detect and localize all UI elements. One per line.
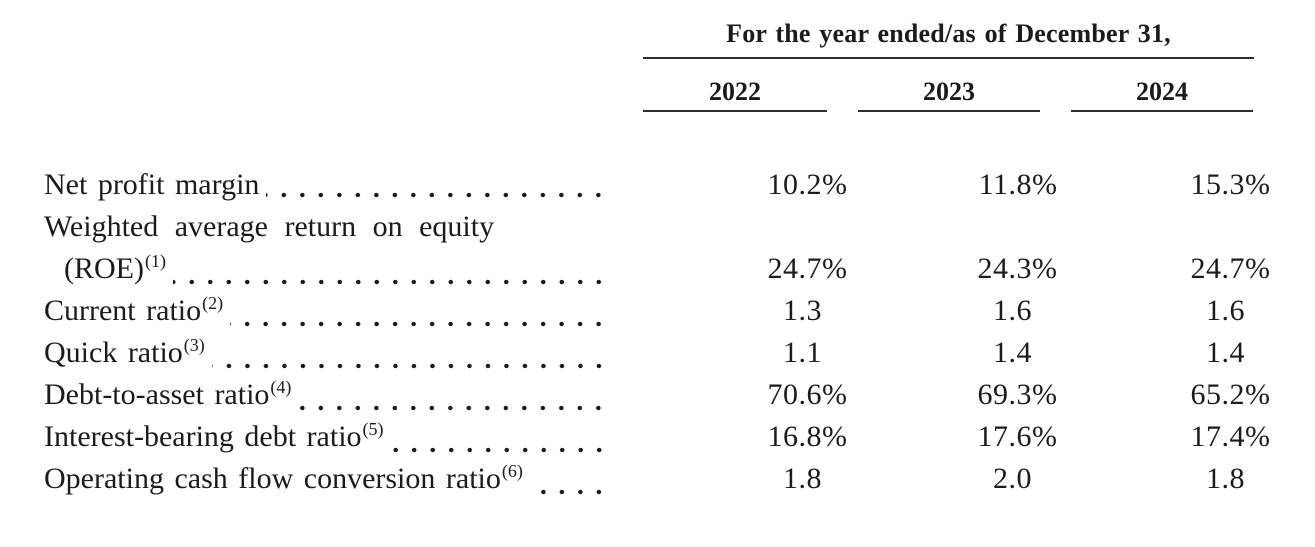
value-cell-2023: 24.3% (845, 248, 1058, 290)
dot-leader (230, 290, 610, 335)
table-body: Net profit margin 10.2% 11.8% 15.3% Weig… (0, 164, 1315, 503)
value-number: 24.3 (977, 252, 1032, 285)
value-number: 24.7 (1190, 252, 1245, 285)
row-label: Current ratio (44, 294, 202, 327)
row-label-cell: Net profit margin (44, 164, 612, 206)
row-label: Interest-bearing debt ratio (44, 420, 362, 453)
value-cell-2023: 2.0 (845, 458, 1055, 500)
table-row-operating-cash-flow-conversion-ratio: Operating cash flow conversion ratio (6)… (0, 458, 1315, 503)
dot-leader (390, 416, 610, 461)
percent-sign: % (1245, 252, 1270, 285)
value-cell-2024: 65.2% (1055, 374, 1271, 416)
value-number: 1.6 (993, 294, 1032, 327)
percent-sign: % (822, 420, 847, 453)
value-number: 1.3 (783, 294, 822, 327)
value-cell-2022: 70.6% (612, 374, 848, 416)
row-label-cell: Quick ratio (3) (44, 332, 612, 377)
percent-sign: % (1032, 420, 1057, 453)
value-cell-2023: 17.6% (845, 416, 1058, 458)
table-row-weighted-average-roe: Weighted average return on equity (ROE) … (0, 206, 1315, 293)
row-label-cell: (ROE) (1) (44, 248, 612, 293)
table-header-title: For the year ended/as of December 31, (726, 19, 1171, 48)
value-number: 11.8 (978, 168, 1032, 201)
dot-leader (266, 164, 610, 206)
value-number: 69.3 (977, 378, 1032, 411)
value-number: 15.3 (1190, 168, 1245, 201)
footnote-superscript: (4) (270, 377, 292, 397)
value-number: 2.0 (993, 462, 1032, 495)
percent-sign: % (1032, 168, 1057, 201)
value-cell-2024: 24.7% (1055, 248, 1271, 290)
value-cell-2024: 17.4% (1055, 416, 1271, 458)
percent-sign: % (1245, 168, 1270, 201)
percent-sign: % (822, 168, 847, 201)
value-cell-2024: 1.6 (1055, 290, 1268, 332)
table-row-net-profit-margin: Net profit margin 10.2% 11.8% 15.3% (0, 164, 1315, 206)
percent-sign: % (822, 378, 847, 411)
value-number: 1.1 (783, 336, 822, 369)
column-header-2022: 2022 (643, 76, 827, 112)
percent-sign: % (1032, 378, 1057, 411)
row-label: (ROE) (64, 252, 144, 285)
row-label: Net profit margin (44, 168, 260, 201)
footnote-superscript: (6) (501, 461, 523, 481)
footnote-superscript: (2) (202, 293, 224, 313)
value-cell-2022: 1.3 (612, 290, 845, 332)
row-label-cell: Current ratio (2) (44, 290, 612, 335)
value-number: 1.6 (1206, 294, 1245, 327)
value-number: 17.6 (977, 420, 1032, 453)
row-label-cell: Interest-bearing debt ratio (5) (44, 416, 612, 461)
value-cell-2024: 1.8 (1055, 458, 1268, 500)
value-number: 24.7 (767, 252, 822, 285)
value-number: 17.4 (1190, 420, 1245, 453)
value-cell-2022: 1.8 (612, 458, 845, 500)
row-label: Quick ratio (44, 336, 183, 369)
value-cell-2024: 1.4 (1055, 332, 1268, 374)
footnote-superscript: (3) (183, 335, 205, 355)
percent-sign: % (822, 252, 847, 285)
value-cell-2022: 1.1 (612, 332, 845, 374)
value-cell-2022: 10.2% (612, 164, 848, 206)
value-cell-2023: 69.3% (845, 374, 1058, 416)
value-cell-2024: 15.3% (1055, 164, 1271, 206)
row-label-cell: Debt-to-asset ratio (4) (44, 374, 612, 419)
value-cell-2023: 11.8% (845, 164, 1057, 206)
value-cell-2023: 1.4 (845, 332, 1055, 374)
dot-leader (172, 248, 610, 293)
value-number: 1.8 (1206, 462, 1245, 495)
column-header-2023: 2023 (858, 76, 1040, 112)
footnote-superscript: (5) (362, 419, 384, 439)
row-label-wrap-line: Weighted average return on equity (44, 210, 495, 243)
table-row-quick-ratio: Quick ratio (3) 1.1 1.4 1.4 (0, 332, 1315, 377)
value-cell-2022: 24.7% (612, 248, 848, 290)
percent-sign: % (1032, 252, 1057, 285)
value-number: 16.8 (767, 420, 822, 453)
value-number: 1.4 (1206, 336, 1245, 369)
value-cell-2022: 16.8% (612, 416, 848, 458)
percent-sign: % (1245, 420, 1270, 453)
dot-leader (298, 374, 610, 419)
header-rule-divider (643, 57, 1254, 59)
dot-leader (529, 458, 610, 503)
percent-sign: % (1245, 378, 1270, 411)
value-number: 65.2 (1190, 378, 1245, 411)
dot-leader (211, 332, 610, 377)
row-label: Debt-to-asset ratio (44, 378, 270, 411)
value-number: 1.4 (993, 336, 1032, 369)
footnote-superscript: (1) (144, 251, 166, 271)
value-number: 10.2 (767, 168, 822, 201)
value-number: 70.6 (767, 378, 822, 411)
value-number: 1.8 (783, 462, 822, 495)
table-row-interest-bearing-debt-ratio: Interest-bearing debt ratio (5) 16.8% 17… (0, 416, 1315, 461)
value-cell-2023: 1.6 (845, 290, 1055, 332)
column-header-2024: 2024 (1071, 76, 1253, 112)
row-label: Operating cash flow conversion ratio (44, 462, 501, 495)
table-row-debt-to-asset-ratio: Debt-to-asset ratio (4) 70.6% 69.3% 65.2… (0, 374, 1315, 419)
table-row-current-ratio: Current ratio (2) 1.3 1.6 1.6 (0, 290, 1315, 335)
row-label-cell: Operating cash flow conversion ratio (6) (44, 458, 612, 503)
